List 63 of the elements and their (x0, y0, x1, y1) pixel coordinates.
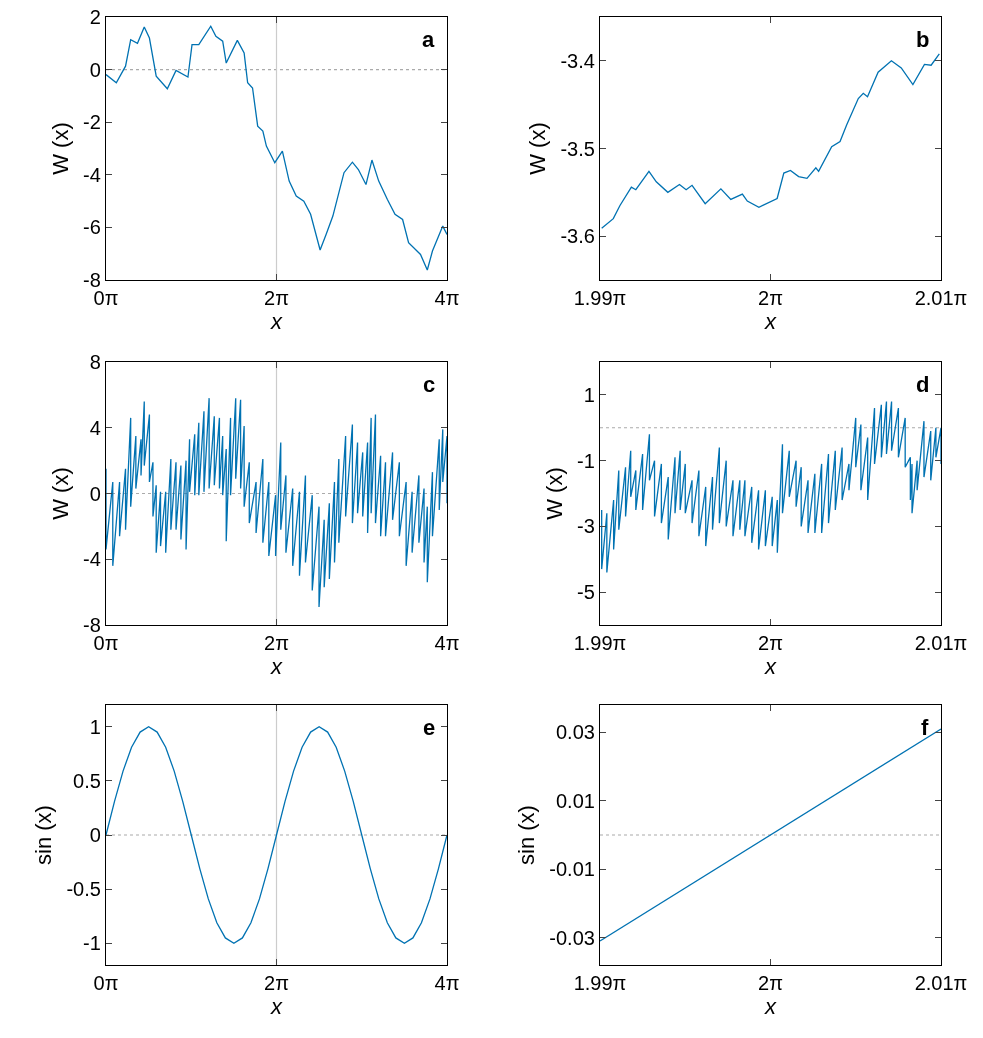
y-axis-title: sin (x) (31, 805, 57, 865)
x-tick-label: 2.01π (914, 632, 968, 655)
x-tick-label: 2π (758, 972, 783, 995)
y-tick-label: -1 (577, 449, 595, 472)
x-tick-label: 2π (264, 972, 289, 995)
y-axis-title: sin (x) (514, 805, 540, 865)
x-tick-label: 2π (758, 287, 783, 310)
line-series (106, 397, 447, 608)
y-tick-label: -4 (83, 163, 101, 186)
x-tick-label: 1.99π (573, 287, 627, 310)
annotation: c (423, 372, 436, 397)
y-tick-label: -2 (83, 111, 101, 134)
y-tick-label: 0 (89, 58, 101, 81)
x-axis-title: x (270, 994, 283, 1020)
x-tick-label: 2.01π (914, 972, 968, 995)
y-tick-label: 4 (89, 416, 101, 439)
annotation: a (422, 27, 435, 52)
x-tick-label: 4π (434, 632, 460, 655)
x-axis-title: x (764, 654, 777, 680)
y-tick-label: -1 (83, 932, 101, 955)
y-tick-label: -0.03 (549, 926, 595, 949)
y-axis-title: W (x) (47, 467, 73, 520)
y-tick-label: -0.01 (549, 858, 595, 881)
y-tick-label: 1 (89, 715, 101, 738)
y-tick-label: -3.5 (560, 137, 595, 160)
x-tick-label: 4π (434, 287, 460, 310)
y-tick-label: 0.03 (555, 721, 595, 744)
y-tick-label: -6 (83, 216, 101, 239)
annotation: e (423, 715, 436, 740)
annotation: d (916, 372, 930, 397)
y-axis-title: W (x) (541, 467, 567, 520)
x-axis-title: x (270, 309, 283, 335)
x-axis-title: x (764, 994, 777, 1020)
x-tick-label: 2.01π (914, 287, 968, 310)
line-series (601, 400, 941, 574)
x-tick-label: 1.99π (573, 632, 627, 655)
y-tick-label: 2 (89, 6, 101, 28)
y-tick-label: 8 (89, 351, 101, 373)
y-tick-label: -3.6 (560, 225, 595, 248)
y-axis-title: W (x) (47, 122, 73, 175)
x-tick-label: 2π (264, 287, 289, 310)
y-tick-label: -5 (577, 581, 595, 604)
annotation: f (921, 715, 929, 740)
annotation: b (916, 27, 930, 52)
x-tick-label: 1.99π (573, 972, 627, 995)
y-tick-label: -4 (83, 548, 101, 571)
y-tick-label: -3.4 (560, 49, 595, 72)
y-tick-label: -0.5 (66, 878, 101, 901)
x-axis-title: x (270, 654, 283, 680)
x-tick-label: 4π (434, 972, 460, 995)
line-series (106, 25, 447, 271)
y-tick-label: 1 (583, 383, 595, 406)
x-tick-label: 0π (93, 972, 119, 995)
y-tick-label: -3 (577, 515, 595, 538)
x-tick-label: 2π (758, 632, 783, 655)
y-tick-label: 0.01 (555, 789, 595, 812)
y-tick-label: 0 (89, 824, 101, 846)
x-axis-title: x (764, 309, 777, 335)
y-axis-title: W (x) (525, 122, 551, 175)
line-series (601, 53, 940, 229)
y-tick-label: 0 (89, 482, 101, 505)
y-tick-label: 0.5 (73, 769, 101, 792)
x-tick-label: 2π (264, 632, 289, 655)
